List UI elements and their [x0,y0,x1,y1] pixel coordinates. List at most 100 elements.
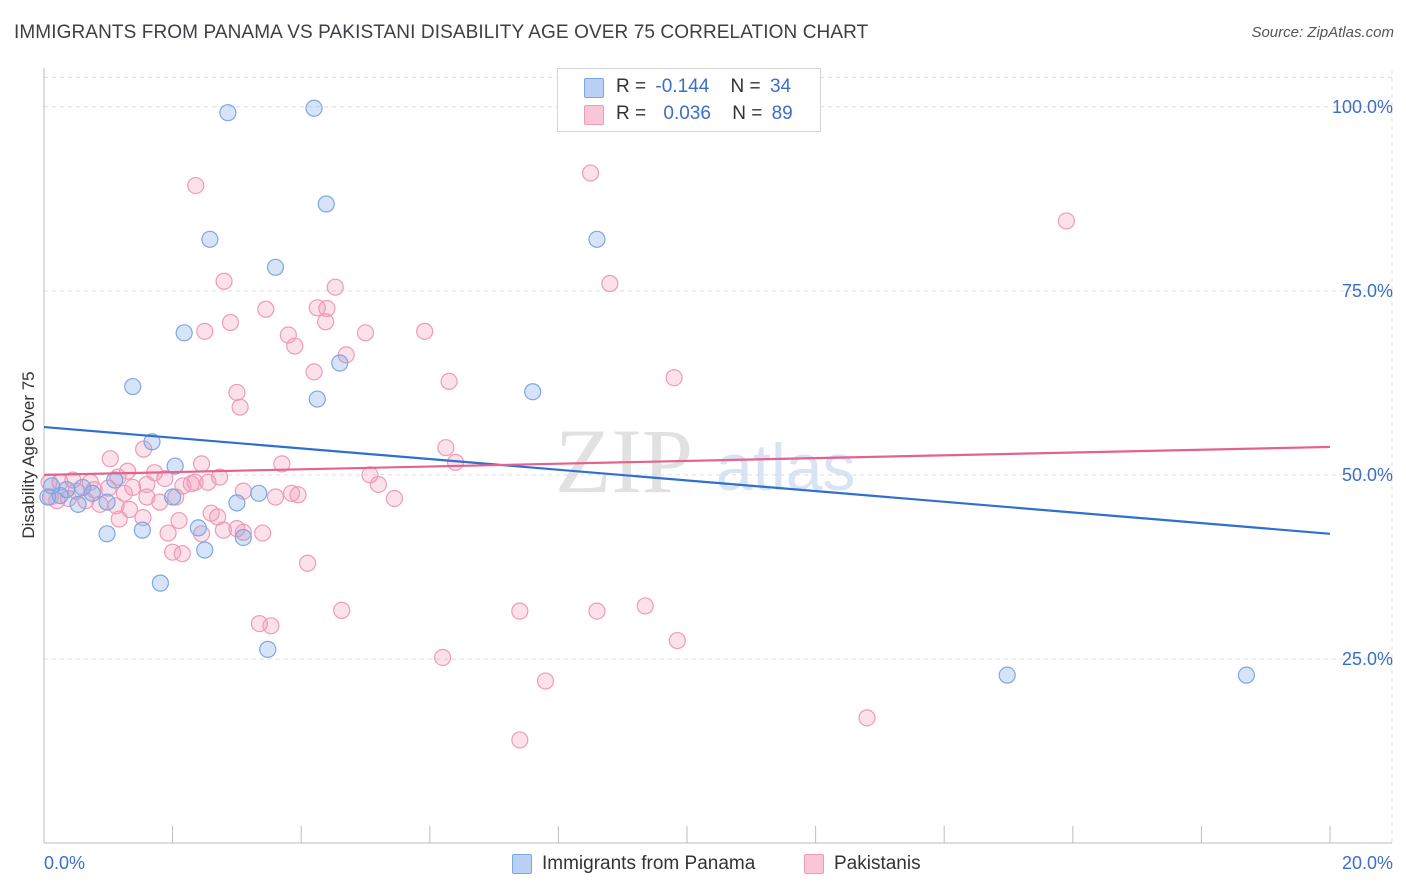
panama-point [166,457,184,475]
pakistani-point [858,709,876,727]
pakistani-points [40,164,1075,749]
panama-point [1237,666,1256,684]
panama-swatch [584,78,604,98]
pakistani-point [440,372,458,391]
pakistani-point [170,511,188,530]
panama-point [133,521,151,539]
pakistani-point [231,398,249,416]
panama-point [259,640,277,658]
y-tick-label: 100.0% [1332,97,1393,117]
pakistani-point [262,617,280,635]
pakistani-point [156,469,174,488]
pakistani-point [668,631,686,650]
panama-point [219,104,237,122]
pakistani-point [221,313,240,332]
pakistani-point [588,602,606,620]
panama-point [83,484,101,502]
y-tick-label: 50.0% [1342,465,1393,485]
pakistani-point [289,486,307,504]
panama-point [39,488,57,506]
pakistani-point [159,524,177,542]
pakistani-point [333,601,351,619]
panama-point [98,525,116,543]
panama-point [175,324,193,342]
pakistani-legend-label: Pakistanis [834,853,921,874]
panama-point [189,519,207,537]
pakistani-point [273,455,291,473]
pakistani-point [511,731,529,749]
pakistani-point [186,473,204,491]
chart-title: IMMIGRANTS FROM PANAMA VS PAKISTANI DISA… [14,22,869,43]
panama-point [196,541,214,559]
panama-point [73,478,92,497]
panama-point [164,488,182,506]
panama-point [250,484,268,502]
panama-point [98,493,116,511]
pakistani-point [299,554,317,572]
pakistani-point [636,597,654,615]
y-tick-label: 75.0% [1342,281,1393,301]
tick-labels: 25.0% 50.0% 75.0% 100.0% 0.0% 20.0% [44,97,1393,873]
legend-text-panama: R = -0.144 N = 34 [616,76,792,97]
pakistani-point [369,475,387,494]
pakistani-point [173,545,191,563]
panama-point [201,230,219,248]
panama-point [317,195,335,213]
panama-point [266,258,285,276]
panama-point [305,99,323,117]
x-tick-label: 20.0% [1342,853,1393,873]
pakistani-point [192,455,211,473]
pakistani-point [601,274,619,293]
pakistani-point [1057,212,1075,230]
panama-point [143,433,161,451]
pakistani-point [385,489,404,508]
pakistani-point [416,322,434,340]
y-tick-label: 25.0% [1342,649,1393,669]
panama-point [308,390,326,408]
pakistani-trend-line [43,445,1331,477]
panama-point [524,383,542,401]
pakistani-point [317,313,335,331]
pakistani-point [581,164,600,182]
pakistani-point [308,299,326,317]
panama-point [124,377,142,396]
y-axis-label: Disability Age Over 75 [19,371,38,538]
pakistani-point [282,484,301,502]
panama-point [106,471,124,489]
panama-point [331,354,349,372]
panama-points [39,99,1256,684]
legend-text-pakistani: R = 0.036 N = 89 [616,103,793,124]
source-label: Source: ZipAtlas.com [1251,24,1394,41]
pakistani-point [356,324,375,342]
pakistani-point [254,524,272,542]
pakistani-point [257,300,275,318]
pakistani-point [665,369,683,387]
pakistani-point [199,473,217,491]
x-tick-label: 0.0% [44,853,85,873]
panama-point [151,574,169,592]
pakistani-point [138,475,156,494]
stats-legend: R = -0.144 N = 34 R = 0.036 N = 89 [557,68,821,132]
trend-lines [43,425,1331,535]
pakistani-point [437,439,455,457]
axes [43,68,1392,844]
panama-point [998,666,1016,684]
pakistani-point [326,278,344,296]
panama-trend-line [43,425,1331,535]
pakistani-point [124,478,142,497]
pakistani-point [234,523,252,541]
panama-point [228,494,246,512]
pakistani-point [318,299,336,318]
pakistani-point [151,493,169,511]
pakistani-legend-swatch [804,854,824,874]
pakistani-point [110,510,128,528]
panama-point [69,495,87,513]
pakistani-point [134,509,152,527]
pakistani-point [434,648,452,667]
panama-legend-swatch [512,854,532,874]
pakistani-point [215,272,233,290]
pakistani-point [228,383,246,402]
panama-point [588,230,606,248]
panama-legend-label: Immigrants from Panama [542,853,756,874]
pakistani-point [511,602,529,620]
